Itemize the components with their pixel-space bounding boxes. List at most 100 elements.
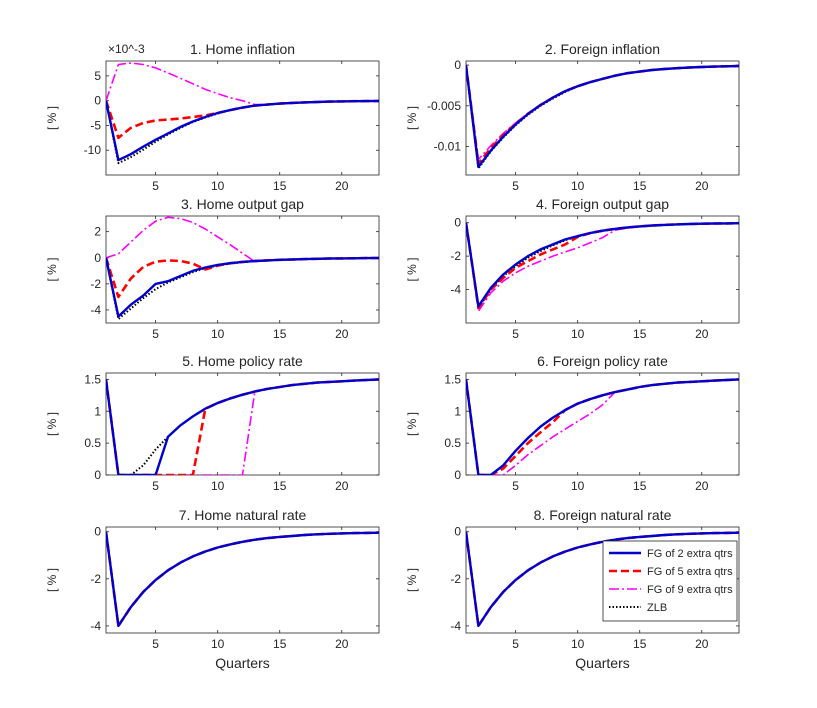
series-line-fg2 bbox=[466, 378, 739, 475]
x-tick-label: 15 bbox=[633, 327, 647, 341]
series-group bbox=[466, 64, 739, 170]
x-tick-label: 15 bbox=[273, 179, 287, 193]
y-tick-label: 0 bbox=[454, 525, 461, 539]
x-tick-label: 10 bbox=[571, 479, 585, 493]
panel-title: 4. Foreign output gap bbox=[536, 196, 669, 212]
x-axis-label: Quarters bbox=[575, 655, 629, 671]
x-tick-label: 5 bbox=[512, 327, 519, 341]
y-tick-label: -0.005 bbox=[427, 99, 461, 113]
series-line-zlb bbox=[106, 257, 379, 321]
chart-panel-5: 5. Home policy rate 5 10 15 20 0 0.5 1 1.5 [ % ] bbox=[45, 353, 380, 493]
panel-title: 2. Foreign inflation bbox=[545, 41, 660, 57]
x-tick-label: 15 bbox=[273, 327, 287, 341]
panel-title: 3. Home output gap bbox=[181, 196, 304, 212]
y-tick-label: 1.5 bbox=[84, 372, 101, 386]
plot-area bbox=[465, 372, 740, 476]
y-tick-label: 0 bbox=[94, 468, 101, 482]
x-tick-label: 20 bbox=[335, 479, 349, 493]
x-tick-label: 15 bbox=[633, 637, 647, 651]
chart-panel-1: 1. Home inflation 5 10 15 20 -10 -5 0 5 [ % ] ×10^… bbox=[45, 41, 380, 193]
x-tick-label: 5 bbox=[512, 479, 519, 493]
panel-title: 6. Foreign policy rate bbox=[537, 353, 668, 369]
axis-exponent: ×10^-3 bbox=[108, 42, 145, 56]
chart-panel-7: 7. Home natural rate 5 10 15 20 -4 -2 0 [ % ] Qua… bbox=[45, 507, 380, 671]
y-tick-label: -4 bbox=[450, 619, 461, 633]
x-tick-label: 20 bbox=[335, 327, 349, 341]
y-tick-label: -2 bbox=[90, 572, 101, 586]
y-tick-label: 0.5 bbox=[84, 436, 101, 450]
y-tick-label: -5 bbox=[90, 118, 101, 132]
y-axis-label: [ % ] bbox=[45, 568, 59, 592]
x-tick-label: 10 bbox=[211, 479, 225, 493]
x-tick-label: 10 bbox=[211, 179, 225, 193]
chart-panel-4: 4. Foreign output gap 5 10 15 20 -4 -2 0 [ % ] bbox=[405, 196, 740, 341]
plot-area bbox=[465, 215, 740, 324]
y-tick-label: 0.5 bbox=[444, 436, 461, 450]
chart-panel-2: 2. Foreign inflation 5 10 15 20 -0.01 -0.005 0 [… bbox=[405, 41, 740, 193]
y-axis-label: [ % ] bbox=[45, 106, 59, 130]
series-line-fg2 bbox=[466, 531, 739, 628]
x-tick-label: 20 bbox=[695, 179, 709, 193]
y-tick-label: 0 bbox=[94, 251, 101, 265]
legend: FG of 2 extra qtrs FG of 5 extra qtrs FG o… bbox=[602, 540, 738, 622]
series-line-fg9 bbox=[466, 378, 739, 475]
x-tick-label: 15 bbox=[273, 637, 287, 651]
y-tick-label: 0 bbox=[454, 468, 461, 482]
series-group bbox=[106, 62, 379, 165]
series-line-fg2 bbox=[106, 531, 379, 628]
series-group bbox=[466, 221, 739, 313]
y-tick-label: -0.01 bbox=[434, 140, 462, 154]
x-tick-label: 10 bbox=[571, 327, 585, 341]
y-tick-label: 0 bbox=[454, 216, 461, 230]
x-tick-label: 5 bbox=[512, 179, 519, 193]
y-axis-label: [ % ] bbox=[405, 106, 419, 130]
x-tick-label: 5 bbox=[512, 637, 519, 651]
y-tick-label: -4 bbox=[90, 303, 101, 317]
y-tick-label: 0 bbox=[454, 58, 461, 72]
y-axis-label: [ % ] bbox=[405, 257, 419, 281]
series-group bbox=[466, 378, 739, 475]
y-axis-label: [ % ] bbox=[405, 412, 419, 436]
chart-panel-3: 3. Home output gap 5 10 15 20 -4 -2 0 2 [ % ] bbox=[45, 196, 380, 341]
x-tick-label: 20 bbox=[335, 179, 349, 193]
x-tick-label: 20 bbox=[335, 637, 349, 651]
y-tick-label: 2 bbox=[94, 225, 101, 239]
legend-label: FG of 2 extra qtrs bbox=[647, 548, 733, 560]
legend-box bbox=[602, 540, 738, 622]
y-tick-label: 1.5 bbox=[444, 372, 461, 386]
y-tick-label: -2 bbox=[450, 249, 461, 263]
plot-area bbox=[105, 215, 380, 324]
series-line-fg2 bbox=[106, 378, 379, 475]
x-tick-label: 15 bbox=[633, 179, 647, 193]
chart-panel-6: 6. Foreign policy rate 5 10 15 20 0 0.5 1 1.5 [ %… bbox=[405, 353, 740, 493]
legend-label: FG of 9 extra qtrs bbox=[647, 584, 733, 596]
x-tick-label: 15 bbox=[273, 479, 287, 493]
series-group bbox=[106, 378, 379, 475]
y-tick-label: 1 bbox=[454, 404, 461, 418]
y-tick-label: -10 bbox=[84, 143, 102, 157]
x-tick-label: 5 bbox=[152, 479, 159, 493]
x-tick-label: 5 bbox=[152, 637, 159, 651]
series-group bbox=[466, 531, 739, 628]
legend-label: ZLB bbox=[647, 602, 667, 614]
x-tick-label: 10 bbox=[211, 327, 225, 341]
x-tick-label: 5 bbox=[152, 179, 159, 193]
series-group bbox=[106, 216, 379, 321]
x-tick-label: 5 bbox=[152, 327, 159, 341]
y-axis-label: [ % ] bbox=[45, 257, 59, 281]
y-tick-label: -2 bbox=[450, 572, 461, 586]
series-line-fg2 bbox=[466, 64, 739, 169]
y-tick-label: 1 bbox=[94, 404, 101, 418]
panel-title: 7. Home natural rate bbox=[179, 507, 307, 523]
x-tick-label: 20 bbox=[695, 479, 709, 493]
x-tick-label: 10 bbox=[571, 179, 585, 193]
x-tick-label: 10 bbox=[211, 637, 225, 651]
panel-title: 5. Home policy rate bbox=[182, 353, 303, 369]
plot-area bbox=[105, 60, 380, 176]
y-tick-label: 5 bbox=[94, 69, 101, 83]
panel-title: 8. Foreign natural rate bbox=[534, 507, 672, 523]
series-line-fg2 bbox=[106, 99, 379, 162]
series-line-fg2 bbox=[466, 222, 739, 308]
series-line-fg2 bbox=[106, 256, 379, 318]
